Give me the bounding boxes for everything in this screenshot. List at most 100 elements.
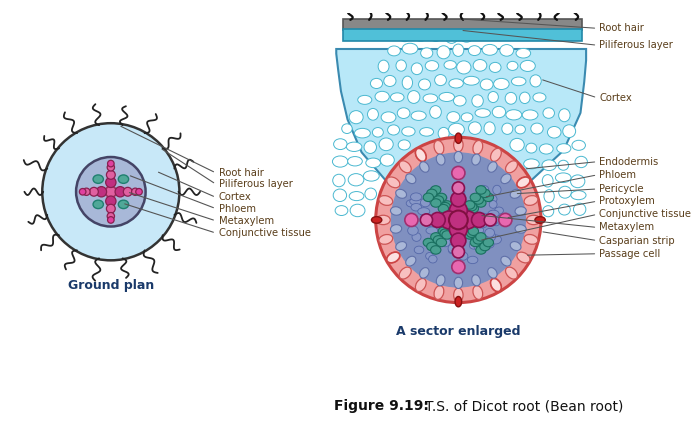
Ellipse shape	[412, 63, 423, 74]
Ellipse shape	[455, 217, 464, 224]
Ellipse shape	[414, 246, 424, 254]
Ellipse shape	[510, 242, 521, 251]
Ellipse shape	[447, 112, 460, 123]
Text: Root hair: Root hair	[219, 168, 264, 178]
Ellipse shape	[488, 268, 497, 278]
Ellipse shape	[570, 175, 585, 188]
Ellipse shape	[448, 244, 456, 253]
Ellipse shape	[378, 60, 389, 73]
Circle shape	[106, 177, 116, 187]
Text: Figure 9.19:: Figure 9.19:	[335, 399, 429, 413]
Ellipse shape	[510, 189, 521, 198]
Ellipse shape	[488, 210, 499, 218]
Ellipse shape	[469, 233, 477, 239]
Ellipse shape	[448, 210, 458, 218]
Ellipse shape	[556, 144, 571, 153]
Ellipse shape	[493, 217, 500, 226]
Ellipse shape	[418, 208, 430, 215]
Ellipse shape	[391, 225, 402, 233]
Ellipse shape	[454, 138, 463, 152]
Ellipse shape	[420, 268, 429, 278]
Text: Conjunctive tissue: Conjunctive tissue	[219, 228, 311, 238]
Ellipse shape	[406, 200, 417, 207]
Ellipse shape	[449, 236, 456, 245]
Ellipse shape	[442, 213, 452, 220]
Ellipse shape	[524, 196, 538, 205]
Ellipse shape	[430, 246, 441, 254]
Ellipse shape	[492, 106, 505, 118]
Text: Conjunctive tissue: Conjunctive tissue	[599, 209, 692, 219]
Ellipse shape	[444, 60, 456, 69]
Circle shape	[108, 160, 114, 167]
Ellipse shape	[480, 242, 490, 251]
Ellipse shape	[573, 203, 586, 215]
Ellipse shape	[515, 125, 526, 134]
Circle shape	[440, 211, 458, 229]
Ellipse shape	[540, 144, 553, 154]
Ellipse shape	[421, 198, 430, 207]
Ellipse shape	[483, 193, 493, 201]
Ellipse shape	[488, 195, 497, 203]
Ellipse shape	[434, 286, 444, 300]
Ellipse shape	[476, 186, 486, 194]
Ellipse shape	[543, 108, 554, 118]
Ellipse shape	[555, 173, 571, 183]
Ellipse shape	[473, 286, 483, 300]
Ellipse shape	[524, 234, 538, 244]
Text: Root hair: Root hair	[599, 23, 644, 33]
Ellipse shape	[489, 201, 497, 208]
Ellipse shape	[473, 60, 486, 71]
Text: Phloem: Phloem	[599, 170, 636, 180]
Ellipse shape	[500, 256, 511, 266]
Ellipse shape	[494, 78, 509, 89]
Ellipse shape	[391, 207, 402, 215]
Ellipse shape	[502, 123, 513, 134]
Ellipse shape	[456, 61, 471, 74]
Ellipse shape	[461, 113, 473, 122]
Ellipse shape	[354, 128, 370, 138]
Ellipse shape	[406, 174, 416, 184]
Ellipse shape	[470, 193, 480, 201]
Ellipse shape	[365, 188, 377, 200]
Text: Casparian strip: Casparian strip	[599, 236, 675, 246]
Circle shape	[107, 164, 115, 171]
Ellipse shape	[544, 190, 554, 203]
Ellipse shape	[399, 267, 411, 279]
Ellipse shape	[500, 174, 511, 184]
Ellipse shape	[490, 235, 501, 244]
Ellipse shape	[542, 206, 554, 217]
Ellipse shape	[453, 183, 464, 192]
Ellipse shape	[333, 189, 346, 201]
Ellipse shape	[442, 201, 452, 209]
Text: Cortex: Cortex	[599, 93, 632, 103]
Ellipse shape	[391, 93, 404, 102]
Ellipse shape	[332, 156, 348, 167]
Ellipse shape	[476, 246, 486, 254]
Ellipse shape	[399, 161, 411, 173]
Ellipse shape	[454, 277, 463, 289]
Text: Piliferous layer: Piliferous layer	[219, 179, 293, 189]
Ellipse shape	[494, 216, 505, 223]
Circle shape	[451, 233, 466, 248]
Ellipse shape	[456, 213, 466, 221]
Ellipse shape	[415, 279, 426, 292]
Ellipse shape	[542, 160, 557, 170]
Ellipse shape	[455, 226, 465, 234]
Circle shape	[449, 201, 468, 219]
Ellipse shape	[456, 216, 467, 223]
Circle shape	[452, 246, 465, 258]
Ellipse shape	[428, 218, 436, 227]
Ellipse shape	[485, 228, 494, 237]
Ellipse shape	[434, 141, 444, 154]
Ellipse shape	[530, 75, 541, 87]
Circle shape	[106, 170, 116, 179]
Ellipse shape	[426, 227, 438, 234]
Ellipse shape	[412, 233, 421, 241]
Ellipse shape	[535, 217, 545, 223]
Ellipse shape	[350, 204, 365, 217]
Ellipse shape	[342, 124, 352, 134]
Ellipse shape	[505, 161, 517, 173]
Ellipse shape	[415, 148, 426, 161]
Ellipse shape	[348, 156, 363, 166]
Ellipse shape	[519, 92, 530, 103]
